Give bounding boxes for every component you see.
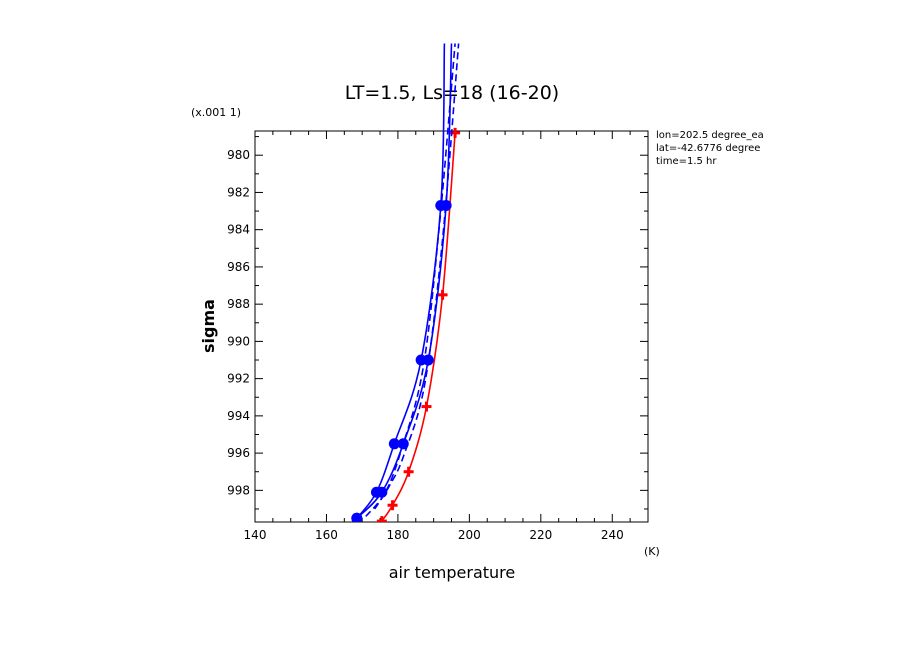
series-line-4 [374,43,460,510]
y-tick-label: 998 [227,483,250,497]
annotation-block: lon=202.5 degree_ea lat=-42.6776 degree ti… [656,130,764,167]
y-tick-label: 992 [227,372,250,386]
chart-title: LT=1.5, Ls=18 (16-20) [345,82,559,104]
y-scale-label: (x.001 1) [191,106,241,119]
series-line-0 [381,132,456,522]
y-tick-label: 980 [227,148,250,162]
annotation-line: time=1.5 hr [656,156,717,167]
y-tick-label: 986 [227,260,250,274]
data-point-circle [388,438,400,450]
data-point-plus [437,289,448,300]
y-axis: 980 982 984 986 988 990 992 994 996 998 [227,136,648,510]
data-point-plus [403,466,414,477]
data-point-circle [351,512,363,522]
data-point-plus [387,500,398,511]
series-group [351,43,461,522]
data-point-plus [376,516,387,522]
x-tick-label: 240 [601,528,624,542]
x-tick-label: 160 [315,528,338,542]
annotation-line: lat=-42.6776 degree [656,143,760,154]
series-line-3 [365,43,456,517]
y-tick-label: 982 [227,185,250,199]
data-point-circle [370,486,382,498]
y-axis-title: sigma [199,299,218,353]
y-tick-label: 994 [227,409,250,423]
x-tick-label: 140 [244,528,267,542]
data-point-plus [421,401,432,412]
y-tick-label: 988 [227,297,250,311]
y-tick-label: 990 [227,334,250,348]
y-tick-label: 984 [227,223,250,237]
annotation-line: lon=202.5 degree_ea [656,130,764,141]
x-tick-label: 180 [386,528,409,542]
x-axis: 140 160 180 200 220 240 [244,131,631,542]
x-unit-label: (K) [644,545,660,558]
x-axis-title: air temperature [389,563,515,582]
x-tick-label: 220 [529,528,552,542]
y-tick-label: 996 [227,446,250,460]
x-tick-label: 200 [458,528,481,542]
